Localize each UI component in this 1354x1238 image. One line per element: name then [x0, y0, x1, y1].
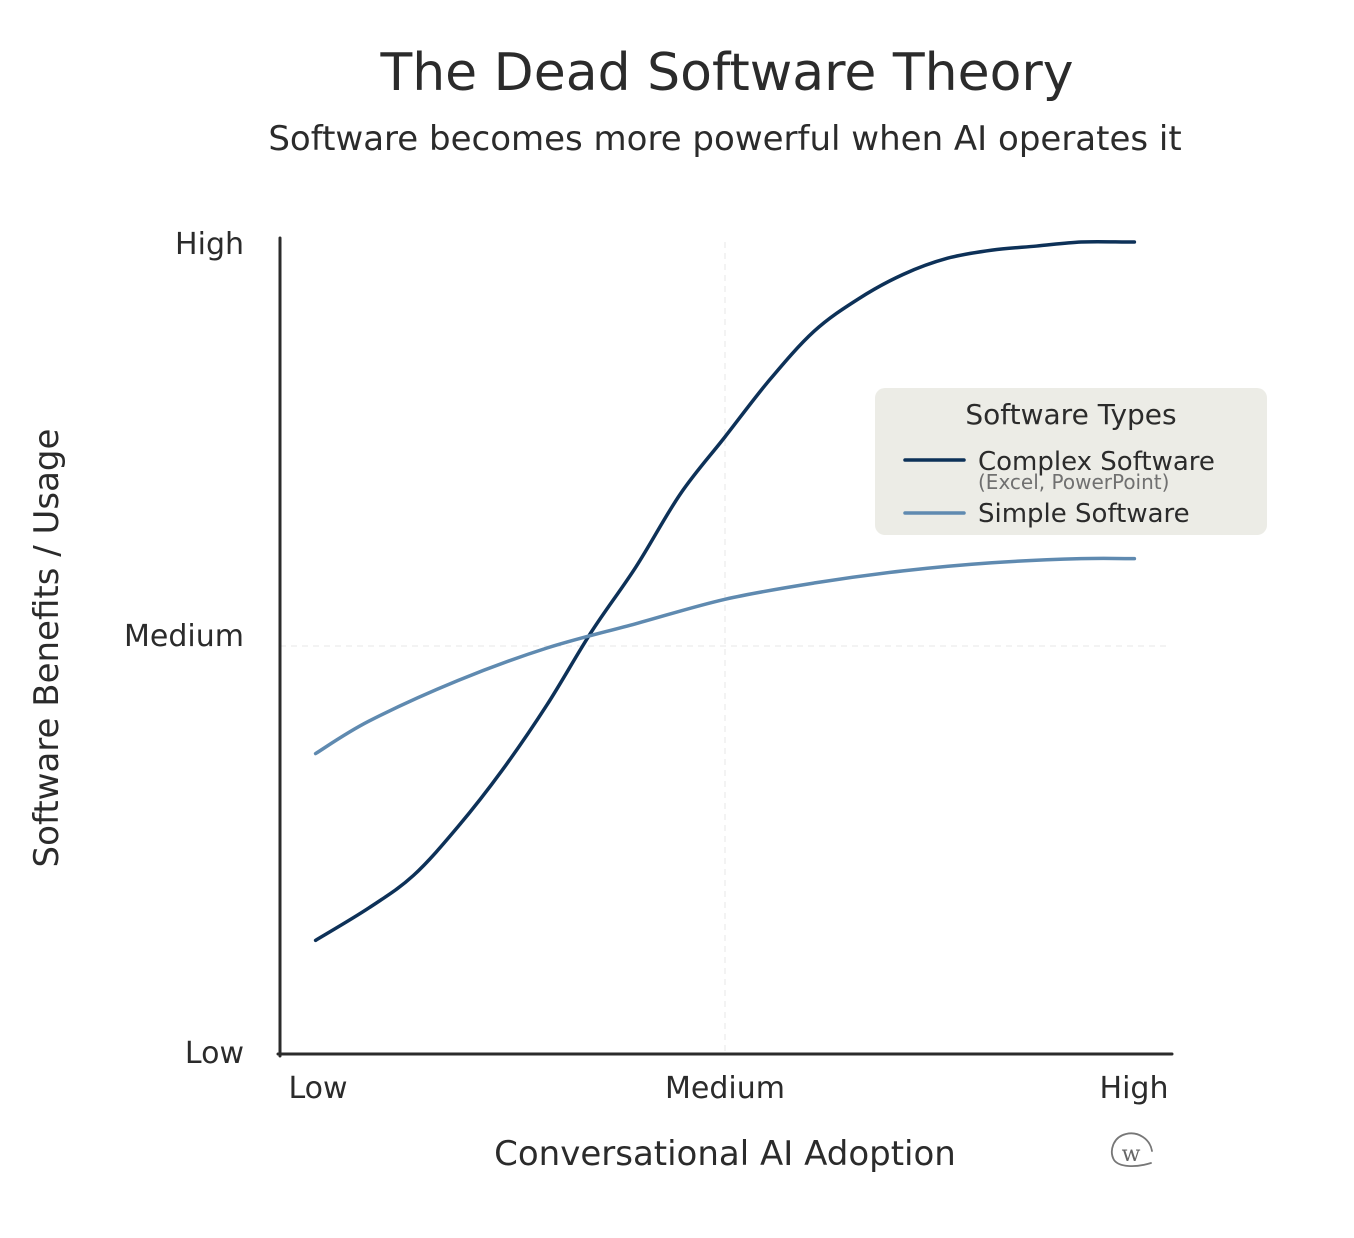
x-tick-label-high: High	[1100, 1071, 1169, 1106]
legend-label-simple-software: Simple Software	[978, 499, 1190, 529]
series-line-simple-software	[313, 556, 1137, 756]
legend-title: Software Types	[965, 398, 1176, 431]
x-tick-label-medium: Medium	[665, 1071, 785, 1106]
y-tick-label-medium: Medium	[124, 619, 244, 654]
y-axis-label: Software Benefits / Usage	[27, 429, 67, 868]
legend-note-complex-software: (Excel, PowerPoint)	[978, 470, 1169, 494]
legend: Software Types Complex Software (Excel, …	[875, 388, 1267, 535]
x-axis-label: Conversational AI Adoption	[494, 1134, 956, 1174]
signature: @W w	[1111, 1132, 1153, 1167]
series-line-complex-software	[313, 239, 1137, 943]
y-tick-label-low: Low	[185, 1036, 244, 1071]
chart-subtitle: Software becomes more powerful when AI o…	[268, 119, 1181, 159]
legend-label-complex-software: Complex Software	[978, 447, 1215, 477]
signature-loop	[1111, 1132, 1153, 1167]
legend-background	[875, 388, 1267, 535]
signature-w: w	[1122, 1142, 1141, 1167]
y-tick-label-high: High	[175, 227, 244, 262]
chart-title: The Dead Software Theory	[379, 43, 1073, 103]
x-tick-label-low: Low	[288, 1071, 347, 1106]
